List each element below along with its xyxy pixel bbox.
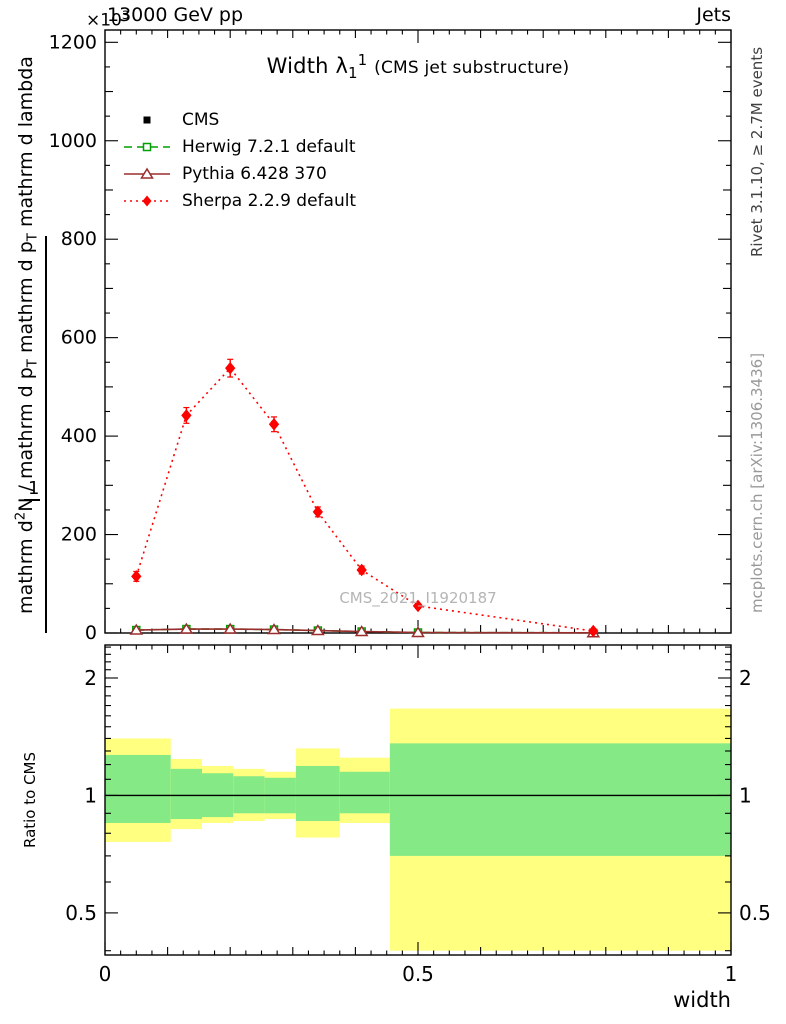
ylabel-sub: T bbox=[25, 359, 41, 368]
title-symbol: λ bbox=[335, 54, 349, 78]
ratio-band-inner bbox=[339, 771, 390, 814]
rivet-version-label: Rivet 3.1.10, ≥ 2.7M events bbox=[748, 46, 766, 258]
legend-item: Herwig 7.2.1 default bbox=[122, 133, 356, 160]
ratio-axis-label: Ratio to CMS bbox=[21, 751, 39, 849]
data-point-filled-diamond bbox=[588, 624, 599, 638]
data-point-filled-diamond bbox=[412, 599, 424, 613]
y-tick-label: 800 bbox=[61, 228, 97, 250]
mcplots-arxiv-label: mcplots.cern.ch [arXiv:1306.3436] bbox=[748, 352, 766, 614]
ratio-band-inner bbox=[170, 768, 203, 820]
y-tick-label: 1200 bbox=[49, 31, 97, 53]
title-superscript: 1 bbox=[357, 52, 368, 69]
legend-label: CMS bbox=[182, 109, 220, 130]
y-tick-label: 400 bbox=[61, 425, 97, 447]
data-point-open-triangle bbox=[267, 623, 281, 635]
data-point-open-triangle bbox=[354, 625, 369, 637]
data-point-open-triangle bbox=[179, 622, 194, 634]
x-axis-label: width bbox=[673, 988, 731, 1012]
y-tick-label: 0 bbox=[85, 622, 97, 644]
y-tick-label: 200 bbox=[61, 524, 97, 546]
legend-label: Pythia 6.428 370 bbox=[182, 163, 327, 184]
series-line bbox=[136, 628, 594, 634]
plot-title: Width λ11 (CMS jet substructure) bbox=[105, 52, 731, 82]
y-axis-label-one: 1 bbox=[28, 478, 40, 499]
ylabel-sub: T bbox=[25, 233, 41, 242]
legend: CMS Herwig 7.2.1 default Pythia 6.428 370 S… bbox=[122, 106, 356, 214]
y-tick-label: 600 bbox=[61, 327, 97, 349]
x-tick-label: 0 bbox=[99, 962, 112, 986]
legend-label: Sherpa 2.2.9 default bbox=[182, 190, 357, 211]
open-triangle-icon bbox=[140, 167, 154, 179]
ratio-y-tick-label: 2 bbox=[739, 666, 752, 690]
legend-item: Sherpa 2.2.9 default bbox=[122, 187, 356, 214]
watermark-analysis-id: CMS_2021_I1920187 bbox=[339, 589, 497, 607]
data-point-filled-diamond bbox=[181, 409, 192, 422]
title-word: Width bbox=[266, 54, 336, 78]
data-point-filled-diamond bbox=[225, 361, 236, 375]
title-subscript: 1 bbox=[348, 65, 358, 83]
y-tick-label: 1000 bbox=[49, 130, 97, 152]
x-tick-label: 0.5 bbox=[402, 962, 434, 986]
legend-label: Herwig 7.2.1 default bbox=[182, 136, 356, 157]
legend-marker-sample bbox=[124, 142, 170, 151]
title-detail: (CMS jet substructure) bbox=[374, 58, 570, 78]
y-scale-factor: ×103 bbox=[86, 8, 129, 31]
ylabel-sup: 2 bbox=[13, 511, 29, 521]
data-point-filled-diamond bbox=[268, 417, 280, 431]
ratio-y-tick-label: 0.5 bbox=[65, 901, 97, 925]
legend-marker-sample bbox=[124, 195, 170, 206]
ylabel-seg: mathrm d p bbox=[14, 241, 37, 360]
open-square-icon bbox=[142, 142, 152, 151]
ratio-y-tick-label: 1 bbox=[739, 783, 752, 807]
scale-prefix: ×10 bbox=[86, 10, 122, 31]
data-point-filled-diamond bbox=[131, 570, 142, 583]
data-point-open-triangle bbox=[223, 622, 238, 634]
ylabel-seg: mathrm d bbox=[14, 520, 37, 614]
x-tick-label: 1 bbox=[725, 962, 738, 986]
ratio-band-inner bbox=[105, 754, 171, 823]
y-axis-fraction-rule bbox=[45, 236, 47, 633]
data-point-open-triangle bbox=[311, 624, 325, 636]
ratio-band-inner bbox=[389, 743, 731, 856]
legend-marker-sample bbox=[124, 167, 170, 179]
y-axis-fraction-bar bbox=[24, 499, 40, 501]
ratio-y-tick-label: 1 bbox=[84, 783, 97, 807]
ratio-y-tick-label: 0.5 bbox=[739, 901, 771, 925]
beam-energy-label: 13000 GeV pp bbox=[107, 4, 244, 26]
data-point-open-triangle bbox=[411, 626, 425, 638]
legend-item: CMS bbox=[122, 106, 356, 133]
ratio-band-inner bbox=[233, 776, 265, 814]
scale-exponent: 3 bbox=[121, 8, 130, 22]
legend-marker-sample bbox=[143, 116, 151, 123]
data-point-filled-diamond bbox=[312, 505, 323, 519]
ylabel-seg: mathrm d lambda bbox=[14, 56, 37, 234]
y-axis-label: mathrm d2N / mathrm d pT mathrm d pT mat… bbox=[13, 56, 40, 614]
legend-item: Pythia 6.428 370 bbox=[122, 160, 356, 187]
jets-label: Jets bbox=[696, 4, 731, 26]
filled-square-icon bbox=[143, 116, 151, 123]
filled-diamond-icon bbox=[142, 195, 152, 206]
ratio-band-inner bbox=[295, 765, 340, 822]
data-point-filled-diamond bbox=[356, 563, 367, 577]
data-point-open-triangle bbox=[129, 623, 144, 635]
ratio-y-tick-label: 2 bbox=[84, 666, 97, 690]
